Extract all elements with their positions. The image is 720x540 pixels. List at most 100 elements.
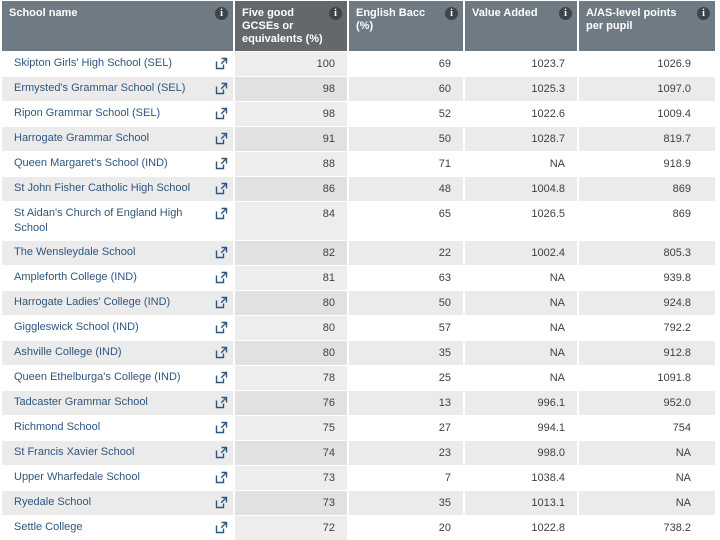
table-row: Ashville College (IND) 80 35 NA 912.8 <box>2 341 715 365</box>
school-link[interactable]: Giggleswick School (IND) <box>14 321 139 333</box>
gcse-cell: 81 <box>235 266 347 290</box>
school-cell: The Wensleydale School <box>2 241 233 265</box>
external-link-icon[interactable] <box>215 396 228 409</box>
external-link-icon[interactable] <box>215 471 228 484</box>
gcse-cell: 84 <box>235 202 347 240</box>
external-link-icon[interactable] <box>215 207 228 220</box>
external-link-icon[interactable] <box>215 107 228 120</box>
column-label: A/AS-level points per pupil <box>586 7 677 32</box>
alevel-points-cell: 918.9 <box>579 152 715 176</box>
external-link-icon[interactable] <box>215 132 228 145</box>
column-label: Value Added <box>472 7 538 19</box>
alevel-points-cell: 1097.0 <box>579 77 715 101</box>
header-row: School name i Five good GCSEs or equival… <box>2 1 715 51</box>
alevel-points-cell: NA <box>579 441 715 465</box>
info-icon[interactable]: i <box>445 7 458 20</box>
column-label: English Bacc (%) <box>356 7 426 32</box>
school-link[interactable]: The Wensleydale School <box>14 246 136 258</box>
school-link[interactable]: Ashville College (IND) <box>14 346 122 358</box>
school-link[interactable]: Harrogate Grammar School <box>14 132 150 144</box>
school-cell: Upper Wharfedale School <box>2 466 233 490</box>
table-row: Harrogate Ladies' College (IND) 80 50 NA… <box>2 291 715 315</box>
value-added-cell: 1025.3 <box>465 77 577 101</box>
alevel-points-cell: 754 <box>579 416 715 440</box>
external-link-icon[interactable] <box>215 82 228 95</box>
english-bacc-cell: 63 <box>349 266 463 290</box>
table-row: Richmond School 75 27 994.1 754 <box>2 416 715 440</box>
school-link[interactable]: Upper Wharfedale School <box>14 471 140 483</box>
english-bacc-cell: 50 <box>349 127 463 151</box>
external-link-icon[interactable] <box>215 296 228 309</box>
external-link-icon[interactable] <box>215 321 228 334</box>
school-link[interactable]: Queen Margaret's School (IND) <box>14 157 168 169</box>
info-icon[interactable]: i <box>215 7 228 20</box>
school-link[interactable]: Tadcaster Grammar School <box>14 396 148 408</box>
school-link[interactable]: St Aidan's Church of England High School <box>14 207 183 234</box>
school-link[interactable]: Ryedale School <box>14 496 92 508</box>
school-link[interactable]: St John Fisher Catholic High School <box>14 182 191 194</box>
gcse-cell: 100 <box>235 52 347 76</box>
column-header-alevel-points[interactable]: A/AS-level points per pupil i <box>579 1 715 51</box>
school-link[interactable]: Ampleforth College (IND) <box>14 271 137 283</box>
school-link[interactable]: Ripon Grammar School (SEL) <box>14 107 161 119</box>
alevel-points-cell: 912.8 <box>579 341 715 365</box>
external-link-icon[interactable] <box>215 496 228 509</box>
school-cell: Ampleforth College (IND) <box>2 266 233 290</box>
alevel-points-cell: NA <box>579 491 715 515</box>
external-link-icon[interactable] <box>215 182 228 195</box>
gcse-cell: 73 <box>235 466 347 490</box>
column-header-gcse[interactable]: Five good GCSEs or equivalents (%) i <box>235 1 347 51</box>
external-link-icon[interactable] <box>215 271 228 284</box>
school-link[interactable]: Queen Ethelburga's College (IND) <box>14 371 181 383</box>
table-row: Skipton Girls' High School (SEL) 100 69 … <box>2 52 715 76</box>
gcse-cell: 72 <box>235 516 347 540</box>
table-row: Ryedale School 73 35 1013.1 NA <box>2 491 715 515</box>
school-link[interactable]: Richmond School <box>14 421 101 433</box>
english-bacc-cell: 35 <box>349 491 463 515</box>
school-cell: Ripon Grammar School (SEL) <box>2 102 233 126</box>
external-link-icon[interactable] <box>215 371 228 384</box>
alevel-points-cell: 1026.9 <box>579 52 715 76</box>
external-link-icon[interactable] <box>215 521 228 534</box>
column-header-school-name[interactable]: School name i <box>2 1 233 51</box>
alevel-points-cell: 1009.4 <box>579 102 715 126</box>
english-bacc-cell: 65 <box>349 202 463 240</box>
table-body: Skipton Girls' High School (SEL) 100 69 … <box>2 52 715 540</box>
school-cell: Tadcaster Grammar School <box>2 391 233 415</box>
table-row: Queen Margaret's School (IND) 88 71 NA 9… <box>2 152 715 176</box>
school-link[interactable]: Ermysted's Grammar School (SEL) <box>14 82 186 94</box>
gcse-cell: 98 <box>235 77 347 101</box>
column-header-english-bacc[interactable]: English Bacc (%) i <box>349 1 463 51</box>
table-row: St Francis Xavier School 74 23 998.0 NA <box>2 441 715 465</box>
external-link-icon[interactable] <box>215 346 228 359</box>
gcse-cell: 80 <box>235 316 347 340</box>
external-link-icon[interactable] <box>215 57 228 70</box>
english-bacc-cell: 48 <box>349 177 463 201</box>
english-bacc-cell: 60 <box>349 77 463 101</box>
value-added-cell: 1013.1 <box>465 491 577 515</box>
external-link-icon[interactable] <box>215 446 228 459</box>
school-link[interactable]: Skipton Girls' High School (SEL) <box>14 57 172 69</box>
table-row: Queen Ethelburga's College (IND) 78 25 N… <box>2 366 715 390</box>
gcse-cell: 76 <box>235 391 347 415</box>
external-link-icon[interactable] <box>215 421 228 434</box>
gcse-cell: 82 <box>235 241 347 265</box>
value-added-cell: 1002.4 <box>465 241 577 265</box>
english-bacc-cell: 27 <box>349 416 463 440</box>
school-cell: Skipton Girls' High School (SEL) <box>2 52 233 76</box>
school-link[interactable]: Harrogate Ladies' College (IND) <box>14 296 171 308</box>
info-icon[interactable]: i <box>559 7 572 20</box>
table-row: Harrogate Grammar School 91 50 1028.7 81… <box>2 127 715 151</box>
school-link[interactable]: St Francis Xavier School <box>14 446 135 458</box>
gcse-cell: 80 <box>235 341 347 365</box>
school-link[interactable]: Settle College <box>14 521 83 533</box>
info-icon[interactable]: i <box>697 7 710 20</box>
column-header-value-added[interactable]: Value Added i <box>465 1 577 51</box>
value-added-cell: 1022.6 <box>465 102 577 126</box>
external-link-icon[interactable] <box>215 157 228 170</box>
info-icon[interactable]: i <box>329 7 342 20</box>
gcse-cell: 75 <box>235 416 347 440</box>
external-link-icon[interactable] <box>215 246 228 259</box>
english-bacc-cell: 23 <box>349 441 463 465</box>
